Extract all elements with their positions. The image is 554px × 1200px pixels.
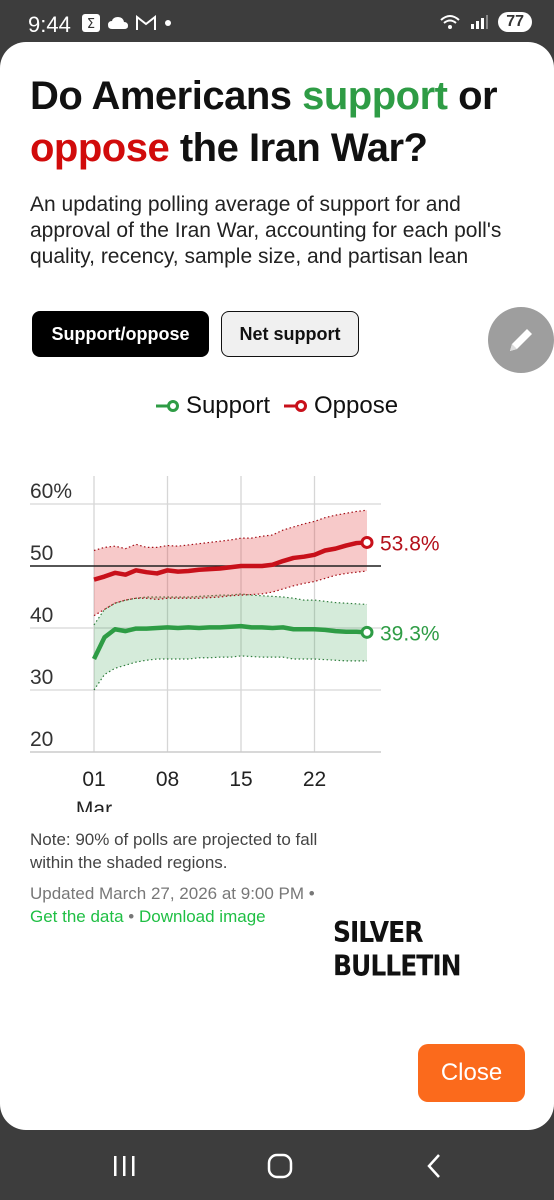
support-oppose-toggle[interactable]: Support/oppose	[32, 311, 209, 357]
end-marker-oppose	[360, 535, 374, 549]
y-tick-label: 60%	[30, 480, 72, 503]
signal-icon	[471, 15, 489, 29]
page-title: Do Americans support or oppose the Iran …	[30, 70, 530, 174]
edit-button[interactable]	[488, 307, 554, 373]
status-time: 9:44	[28, 12, 71, 37]
x-tick-sublabel: Mar	[76, 798, 112, 812]
y-tick-label: 30	[30, 666, 53, 689]
legend-oppose: Oppose	[284, 392, 398, 420]
download-image-link[interactable]: Download image	[138, 907, 266, 926]
chart-note: Note: 90% of polls are projected to fall…	[30, 830, 318, 872]
confidence-band-support	[94, 593, 367, 690]
y-tick-label: 40	[30, 604, 53, 627]
back-icon[interactable]	[424, 1152, 444, 1180]
end-marker-support	[360, 625, 374, 639]
recent-apps-icon[interactable]	[112, 1154, 138, 1178]
x-tick-label: 15	[229, 768, 252, 791]
title-oppose-word: oppose	[30, 126, 170, 170]
band-lower-support	[93, 655, 367, 691]
page-subtitle: An updating polling average of support f…	[30, 193, 502, 268]
pencil-icon	[510, 329, 532, 351]
x-tick-label: 22	[303, 768, 326, 791]
net-support-toggle[interactable]: Net support	[221, 311, 359, 357]
updated-info: Updated March 27, 2026 at 9:00 PM • Get …	[30, 882, 320, 928]
band-lower-oppose	[93, 570, 368, 617]
polling-chart: 60% 50 40 30 20 01 08 15 22 Mar 39.3% 53.8%	[30, 476, 440, 812]
end-label-support: 39.3%	[380, 622, 440, 645]
support-legend-marker-icon	[155, 400, 179, 412]
silver-bulletin-logo: SILVER BULLETIN	[333, 915, 462, 983]
poll-dialog: Do Americans support or oppose the Iran …	[0, 42, 554, 1130]
close-button[interactable]: Close	[418, 1044, 525, 1102]
wifi-icon	[440, 15, 460, 29]
status-bar: 9:44 Σ 77	[0, 0, 554, 48]
gmail-icon	[136, 15, 156, 30]
y-tick-label: 20	[30, 728, 53, 751]
navigation-bar	[0, 1130, 554, 1200]
separator: •	[123, 907, 139, 926]
end-label-oppose: 53.8%	[380, 532, 440, 555]
battery-icon: 77	[498, 12, 532, 32]
series-line-support	[91, 623, 368, 660]
band-upper-oppose	[93, 509, 368, 552]
legend-oppose-label: Oppose	[314, 392, 399, 419]
x-tick-label: 01	[82, 768, 105, 791]
app-notification-icon: Σ	[82, 14, 100, 32]
x-tick-label: 08	[156, 768, 179, 791]
svg-text:Σ: Σ	[87, 17, 95, 32]
title-part: Do Americans	[30, 74, 303, 118]
series-line-oppose	[93, 540, 368, 582]
legend-support: Support	[155, 392, 270, 420]
confidence-band-oppose	[94, 510, 367, 616]
title-part: or	[447, 74, 498, 118]
dot-icon	[165, 20, 171, 26]
y-tick-label: 50	[30, 542, 53, 565]
updated-text: Updated March 27, 2026 at 9:00 PM •	[30, 884, 315, 903]
title-part: the Iran War?	[169, 126, 428, 170]
title-support-word: support	[302, 74, 448, 118]
cloud-icon	[108, 17, 128, 29]
system-icons: 77	[440, 12, 532, 32]
get-data-link[interactable]: Get the data	[30, 907, 124, 926]
home-icon[interactable]	[266, 1152, 294, 1180]
legend-support-label: Support	[185, 392, 270, 419]
notification-icons: Σ	[82, 14, 172, 32]
oppose-legend-marker-icon	[284, 400, 307, 412]
chart-legend: Support Oppose	[0, 392, 554, 420]
